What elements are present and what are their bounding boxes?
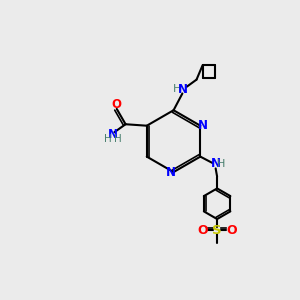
- Text: N: N: [178, 82, 188, 95]
- Text: N: N: [108, 128, 118, 141]
- Text: H: H: [173, 84, 181, 94]
- Text: H: H: [104, 134, 112, 144]
- Text: H: H: [114, 134, 122, 144]
- Text: S: S: [212, 224, 222, 237]
- Text: N: N: [198, 119, 208, 132]
- Text: H: H: [217, 159, 226, 169]
- Text: N: N: [166, 166, 176, 178]
- Text: O: O: [226, 224, 237, 237]
- Text: O: O: [198, 224, 208, 237]
- Text: N: N: [211, 157, 220, 170]
- Text: O: O: [112, 98, 122, 111]
